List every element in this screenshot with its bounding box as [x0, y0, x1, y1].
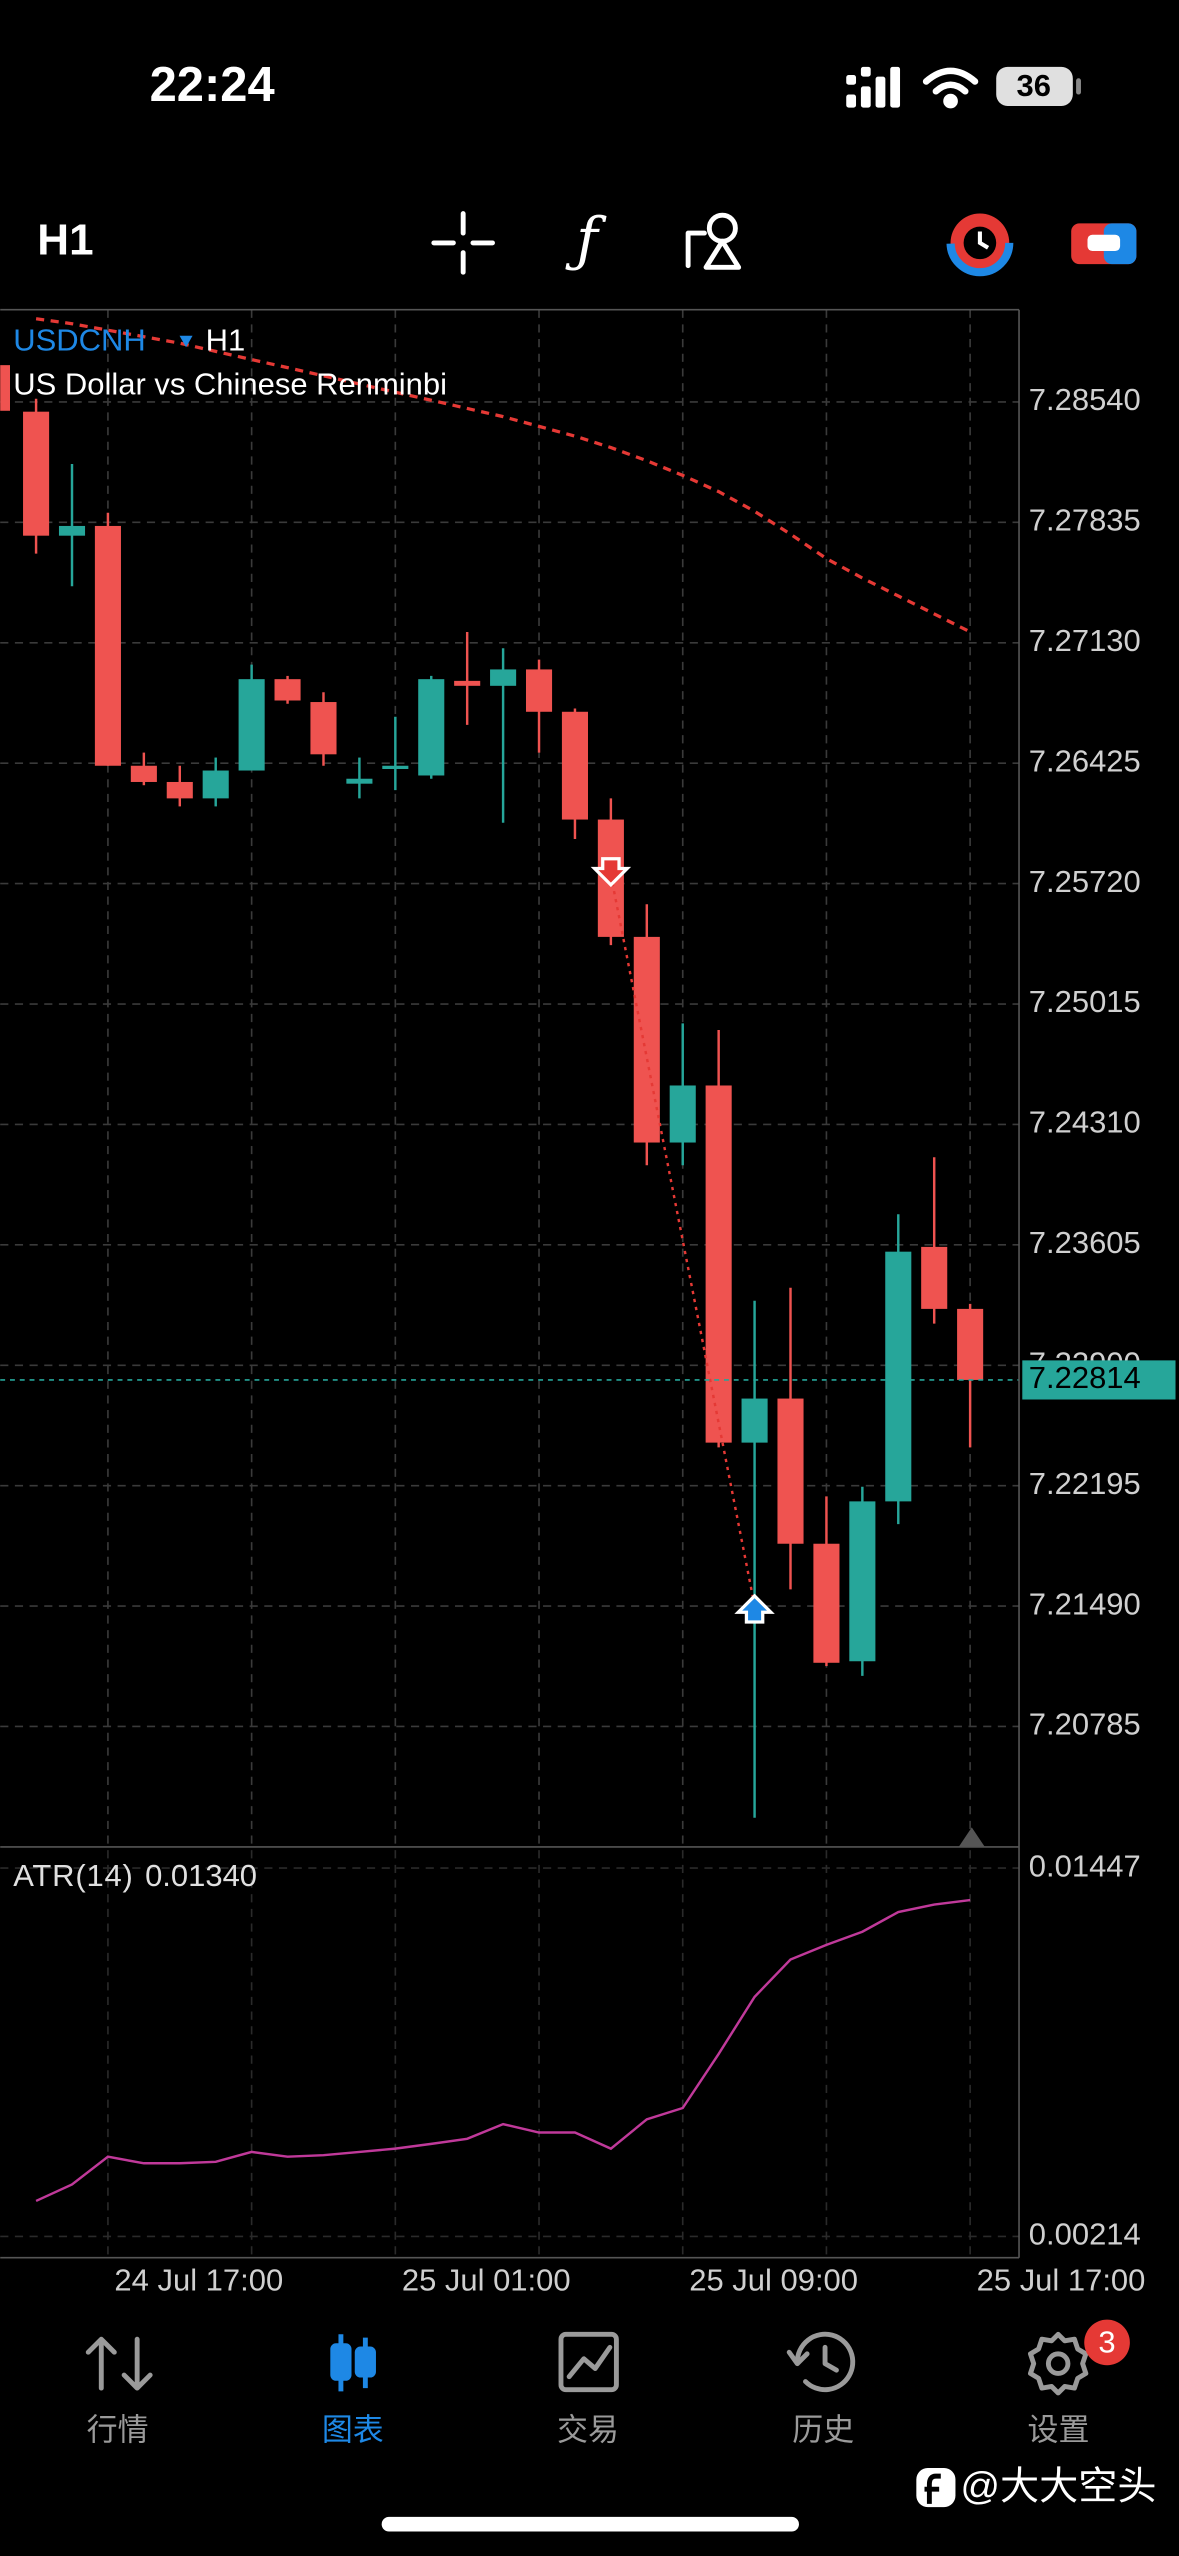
y-tick-label: 7.25720 — [1029, 864, 1141, 899]
objects-button[interactable] — [685, 212, 742, 270]
battery-icon — [996, 66, 1081, 106]
candle-body — [705, 1085, 732, 1443]
battery-level: 36 — [1016, 68, 1050, 103]
candle-body — [885, 1251, 912, 1502]
y-tick-label: 0.00214 — [1029, 2217, 1141, 2252]
atr-line — [35, 1898, 971, 2203]
chart-shift-marker — [958, 1827, 985, 1847]
y-tick-label: 7.25015 — [1029, 984, 1141, 1019]
plot — [0, 317, 1020, 2203]
candle-body — [130, 765, 157, 782]
indicator-name: ATR(14) — [13, 1858, 133, 1893]
symbol-description: US Dollar vs Chinese Renminbi — [13, 367, 447, 402]
tab-icon-settings — [1027, 2331, 1089, 2396]
tab-label[interactable]: 行情 — [87, 2412, 149, 2447]
candle-body — [921, 1246, 948, 1309]
tab-icon-history — [786, 2331, 856, 2393]
watermark: @大大空头 — [960, 2465, 1156, 2508]
candle-body — [346, 778, 373, 784]
candle-body — [166, 781, 193, 799]
candle-body — [454, 680, 481, 686]
candle-body — [23, 411, 50, 536]
symbol[interactable]: USDCNH — [13, 323, 145, 358]
signal-icon — [846, 66, 901, 108]
timeframe-button[interactable]: H1 — [37, 216, 93, 265]
x-tick-label: 25 Jul 01:00 — [402, 2262, 571, 2297]
candle-body — [777, 1398, 804, 1544]
tab-label[interactable]: 历史 — [792, 2412, 854, 2447]
y-tick-label: 7.23605 — [1029, 1225, 1141, 1260]
candle-body — [813, 1543, 840, 1663]
symbol-timeframe: H1 — [206, 323, 246, 358]
current-price-label: 7.22814 — [1029, 1360, 1141, 1395]
trade-marker — [590, 857, 632, 888]
candle-body — [58, 525, 86, 536]
tab-icon-trade — [558, 2331, 619, 2393]
y-tick-label: 7.20785 — [1029, 1707, 1141, 1742]
symbol-marker — [0, 365, 10, 411]
tab-bar: 行情 图表 交易 历史 设置 — [87, 2412, 1090, 2447]
home-indicator — [381, 2516, 799, 2532]
current-price-box — [1022, 1360, 1176, 1400]
moving-average — [35, 317, 971, 634]
y-tick-label: 7.27130 — [1029, 623, 1141, 658]
y-tick-label: 7.24310 — [1029, 1105, 1141, 1140]
symbol-dropdown[interactable] — [179, 335, 193, 348]
candle-body — [633, 936, 660, 1143]
candle-body — [490, 669, 517, 686]
candle-body — [202, 770, 229, 799]
tab-label[interactable]: 交易 — [557, 2412, 619, 2447]
x-tick-label: 25 Jul 17:00 — [977, 2262, 1146, 2297]
badge-count: 3 — [1098, 2324, 1115, 2359]
trade-line — [609, 874, 756, 1606]
y-tick-label: 7.21490 — [1029, 1586, 1141, 1621]
candle-body — [669, 1085, 696, 1143]
one-click-trading-button[interactable] — [946, 209, 1014, 277]
candle-body — [94, 525, 121, 766]
y-tick-label: 7.28540 — [1029, 382, 1141, 417]
status-time: 22:24 — [150, 58, 275, 112]
axis-labels: 7.28540 7.27835 7.27130 7.26425 7.25720 7.250… — [114, 382, 1176, 2297]
wifi-icon — [922, 67, 979, 109]
x-tick-label: 25 Jul 09:00 — [689, 2262, 858, 2297]
y-tick-label: 7.22195 — [1029, 1466, 1141, 1501]
tab-icon-chart — [330, 2334, 376, 2392]
candle-body — [418, 679, 445, 776]
x-tick-label: 24 Jul 17:00 — [114, 2262, 283, 2297]
trade-marker — [734, 1593, 775, 1624]
y-tick-label: 7.27835 — [1029, 503, 1141, 538]
candle-body — [310, 702, 337, 755]
candle-body — [382, 765, 409, 769]
tab-icon-quotes — [85, 2336, 153, 2391]
candle-body — [741, 1398, 768, 1443]
candle-body — [957, 1308, 984, 1380]
candle-body — [561, 711, 588, 820]
tab-label[interactable]: 设置 — [1028, 2412, 1090, 2447]
trade-button[interactable] — [1071, 223, 1137, 265]
notification-badge — [1084, 2319, 1130, 2366]
indicator-value: 0.01340 — [145, 1858, 257, 1893]
y-tick-label: 7.26425 — [1029, 743, 1141, 778]
watermark-logo — [916, 2467, 956, 2508]
y-tick-label: 0.01447 — [1029, 1848, 1141, 1883]
candle-body — [525, 669, 553, 712]
crosshair-button[interactable] — [431, 211, 495, 275]
candle-body — [274, 679, 301, 701]
candle-body — [849, 1501, 876, 1662]
tab-label[interactable]: 图表 — [322, 2412, 384, 2447]
candle-body — [238, 679, 265, 771]
